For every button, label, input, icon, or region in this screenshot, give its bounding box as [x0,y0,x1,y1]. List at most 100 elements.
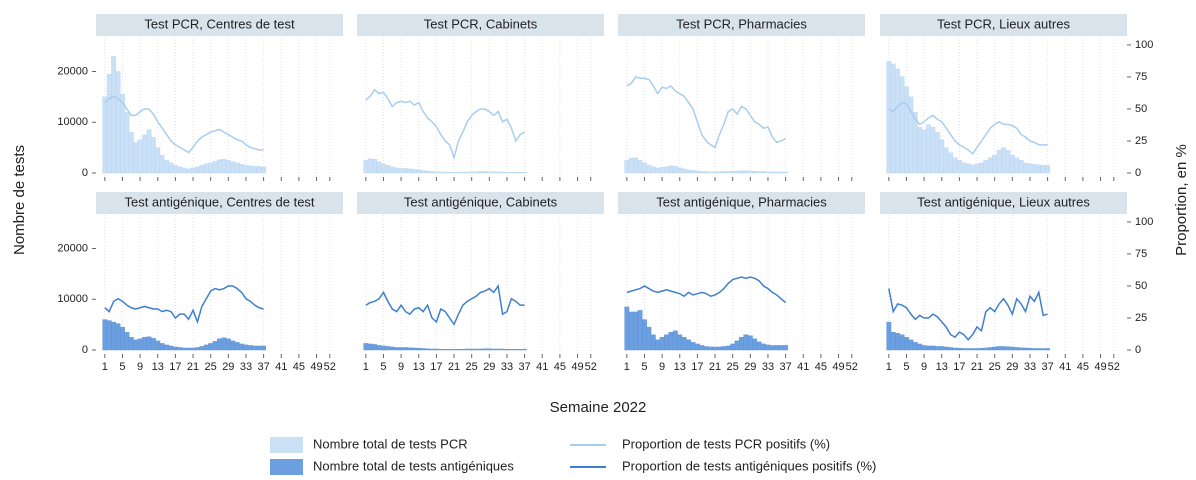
x-tick-label: 49 [832,361,844,373]
x-tick-label: 37 [779,361,791,373]
bar [389,166,395,174]
bar [142,134,147,174]
bar [747,335,753,351]
panel-title: Test PCR, Centres de test [144,16,295,31]
bar [429,348,435,351]
x-tick-label: 9 [398,361,404,373]
y2-tick-label: 75 [1135,71,1147,83]
bar [677,167,683,174]
bar [190,167,196,174]
bar [425,170,430,174]
bar [974,348,980,351]
bar [961,162,967,174]
bar [451,349,457,351]
bar [495,171,501,174]
bar [765,171,771,174]
panel-header [357,14,604,36]
bar [124,332,130,351]
bar [168,162,174,174]
bar [730,171,736,174]
x-tick-label: 41 [536,361,548,373]
bar [447,349,453,351]
x-tick-label: 29 [483,361,495,373]
panel-header [96,192,343,214]
legend-swatch [270,459,303,475]
bar [106,320,112,351]
legend-label: Proportion de tests antigéniques positif… [622,458,876,473]
bar [633,311,639,351]
bar [1045,348,1051,351]
bar [1001,147,1006,174]
bar [769,171,775,174]
bar [403,168,408,174]
bar [624,306,630,351]
bar [1009,155,1015,174]
bar [225,160,231,174]
bar [172,165,178,174]
bar [659,337,665,351]
y2-axis-title: Proportion, en % [1173,144,1190,256]
bar [363,160,369,174]
bar [761,343,766,351]
bar [177,166,183,174]
y-tick-label: 10000 [57,116,88,128]
bar [783,171,789,174]
bar [783,345,789,351]
bar [230,161,236,174]
bar [508,349,514,351]
x-tick-label: 52 [846,361,858,373]
bar [367,158,373,174]
bar [992,346,998,351]
bar [137,139,143,174]
bar [150,137,156,174]
bar [159,343,165,351]
bar [1027,163,1033,174]
bar [992,155,998,174]
bar [376,161,382,174]
bar [256,345,262,351]
bar [930,345,936,351]
x-tick-label: 13 [152,361,164,373]
bar [181,167,187,174]
bar [743,170,749,174]
bar [694,343,700,351]
x-tick-label: 33 [762,361,774,373]
x-tick-label: 45 [293,361,305,373]
bar [181,347,187,351]
bar [681,337,687,351]
x-tick-label: 52 [585,361,597,373]
x-tick-label: 9 [137,361,143,373]
x-tick-label: 5 [119,361,125,373]
x-tick-label: 33 [240,361,252,373]
bar [420,170,426,174]
bar [460,349,466,351]
y-axis-title: Nombre de tests [11,145,28,255]
bar [694,170,700,174]
bar [433,171,439,174]
bar [934,346,940,351]
bar [111,56,117,174]
bar [752,171,758,174]
bar [761,171,766,174]
bar [398,168,404,174]
y2-tick-label: 0 [1135,344,1141,356]
bar [517,172,523,174]
panel-header [357,192,604,214]
bar [668,165,674,174]
bar [703,171,709,174]
x-tick-label: 5 [380,361,386,373]
bar [195,347,200,351]
y2-tick-label: 100 [1135,216,1153,228]
panel-title: Test antigénique, Lieux autres [917,194,1090,209]
line [104,95,264,154]
x-tick-label: 37 [518,361,530,373]
bar [730,343,736,351]
y2-tick-label: 100 [1135,39,1153,51]
bar [124,111,130,174]
y-tick-label: 10000 [57,293,88,305]
x-tick-label: 41 [275,361,287,373]
bar [743,334,749,351]
bar [491,171,497,174]
panel-header [618,14,865,36]
bar [1009,346,1015,351]
